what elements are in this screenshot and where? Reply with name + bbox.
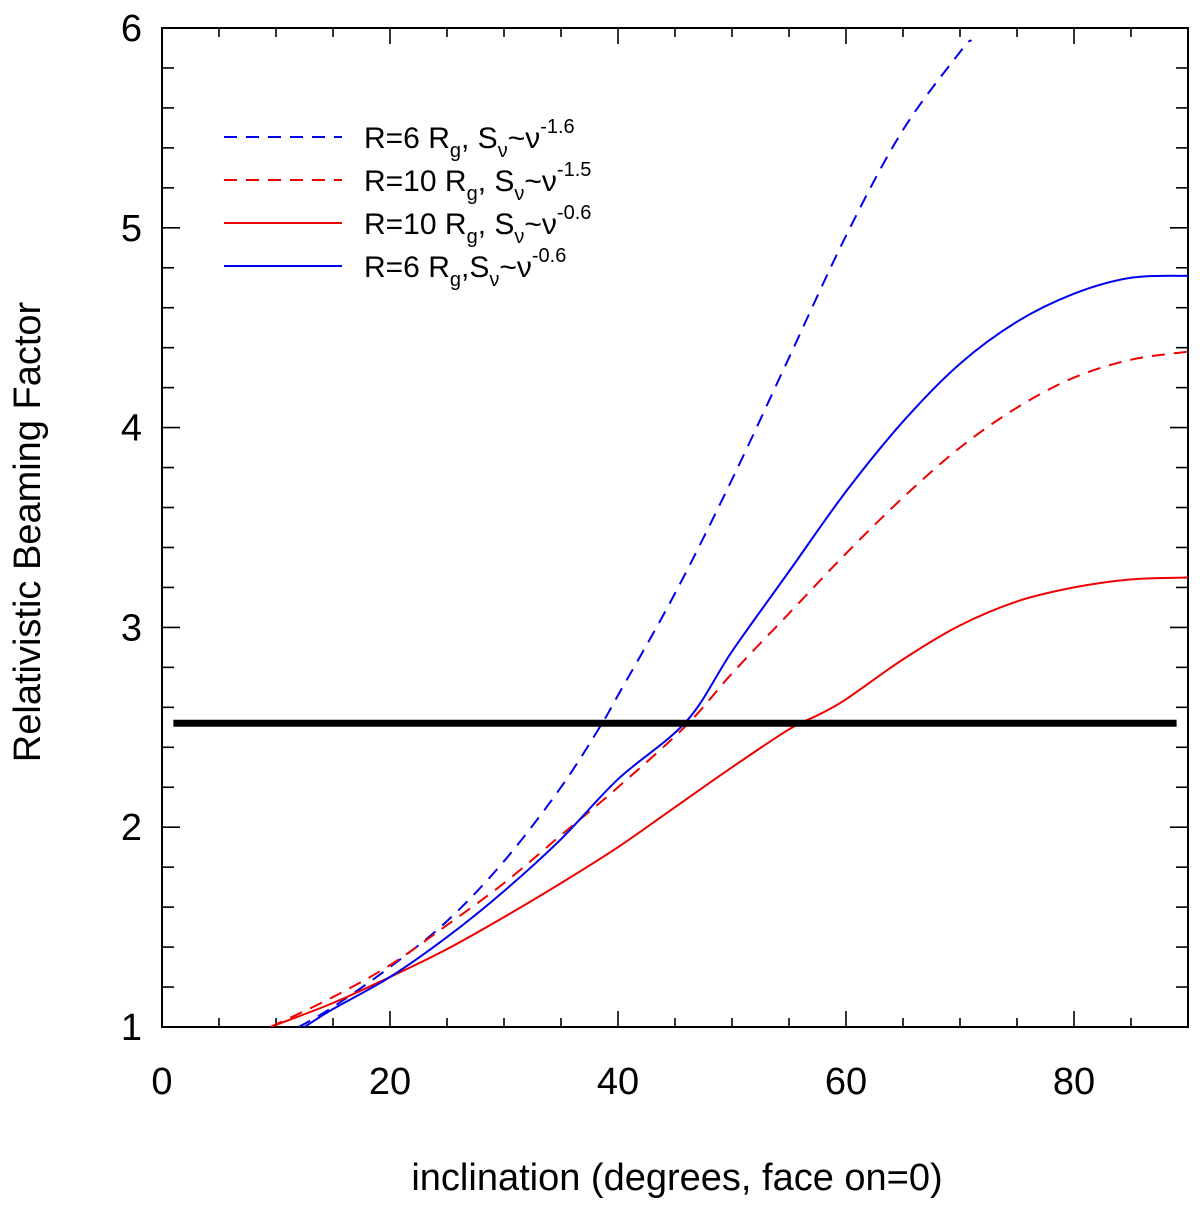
y-axis-label: Relativistic Beaming Factor (7, 301, 49, 762)
x-tick-label: 20 (369, 1061, 411, 1103)
legend-text-part: R=10 R (364, 208, 467, 241)
legend-superscript: -1.5 (557, 159, 591, 181)
legend: R=6 Rg, Sν~ν-1.6R=10 Rg, Sν~ν-1.5R=10 Rg… (224, 116, 591, 291)
legend-subscript: ν (514, 183, 524, 205)
y-tick-label: 1 (121, 1007, 142, 1049)
tick-labels-layer: 0 20 40 60 80 1 2 3 4 5 6 (121, 8, 1095, 1103)
legend-text-part: ~ν (508, 122, 541, 155)
series-line-2 (269, 350, 1188, 1027)
legend-entry: R=10 Rg, Sν~ν-0.6 (224, 202, 591, 248)
legend-text-part: ~ν (499, 251, 532, 284)
x-tick-label: 0 (151, 1061, 172, 1103)
tick-marks-layer (161, 27, 1189, 1028)
y-tick-label: 6 (121, 8, 142, 50)
legend-subscript: g (450, 269, 461, 291)
y-tick-label: 3 (121, 607, 142, 649)
legend-text-part: , S (478, 165, 515, 198)
legend-label: R=10 Rg, Sν~ν-0.6 (364, 202, 591, 248)
legend-subscript: ν (489, 269, 499, 291)
legend-text-part: R=6 R (364, 251, 450, 284)
legend-subscript: ν (514, 226, 524, 248)
series-line-4 (303, 274, 1188, 1027)
legend-superscript: -0.6 (557, 202, 591, 224)
legend-subscript: g (467, 183, 478, 205)
legend-superscript: -1.6 (540, 116, 574, 138)
x-axis-label: inclination (degrees, face on=0) (411, 1157, 942, 1199)
plot-frame (161, 27, 1189, 1028)
x-tick-label: 60 (825, 1061, 867, 1103)
legend-superscript: -0.6 (532, 245, 566, 267)
legend-text-part: ,S (461, 251, 489, 284)
series-layer (269, 39, 1188, 1027)
legend-label: R=6 Rg,Sν~ν-0.6 (364, 245, 566, 291)
y-tick-label: 4 (121, 408, 142, 450)
legend-entry: R=10 Rg, Sν~ν-1.5 (224, 159, 591, 205)
legend-text-part: R=6 R (364, 122, 450, 155)
legend-text-part: , S (478, 208, 515, 241)
x-tick-label: 40 (597, 1061, 639, 1103)
legend-entry: R=6 Rg, Sν~ν-1.6 (224, 116, 575, 162)
y-tick-label: 5 (121, 208, 142, 250)
plot-frame-layer (161, 27, 1189, 1028)
legend-subscript: g (450, 140, 461, 162)
legend-subscript: g (467, 226, 478, 248)
legend-entry: R=6 Rg,Sν~ν-0.6 (224, 245, 566, 291)
x-tick-label: 80 (1053, 1061, 1095, 1103)
legend-text-part: ~ν (524, 165, 557, 198)
legend-label: R=6 Rg, Sν~ν-1.6 (364, 116, 575, 162)
legend-text-part: R=10 R (364, 165, 467, 198)
legend-label: R=10 Rg, Sν~ν-1.5 (364, 159, 591, 205)
y-tick-label: 2 (121, 807, 142, 849)
legend-text-part: , S (461, 122, 498, 155)
legend-text-part: ~ν (524, 208, 557, 241)
series-line-3 (269, 576, 1188, 1027)
reference-line-layer (173, 719, 1177, 732)
legend-subscript: ν (498, 140, 508, 162)
